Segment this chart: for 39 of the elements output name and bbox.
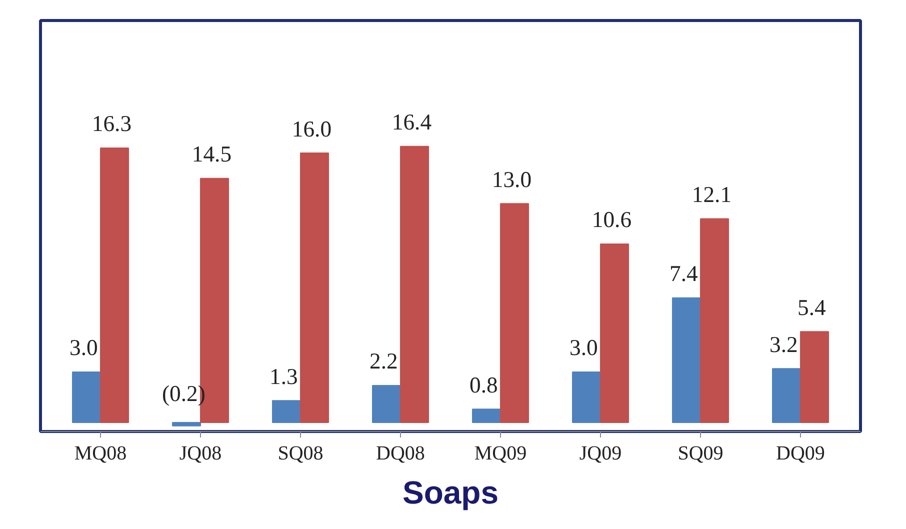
bar (772, 368, 801, 424)
data-label: 3.0 (70, 335, 98, 360)
bar (600, 244, 629, 424)
bar (172, 422, 201, 426)
bar (372, 384, 401, 424)
x-tick-label: MQ09 (474, 442, 527, 464)
data-label: 3.0 (570, 335, 598, 360)
bar (500, 203, 529, 424)
bar (272, 400, 301, 424)
x-tick-label: DQ08 (376, 442, 425, 464)
data-label: 10.6 (592, 207, 632, 232)
data-label: 2.2 (370, 348, 398, 374)
data-label: 0.8 (470, 372, 498, 398)
data-label: 16.3 (92, 111, 132, 136)
data-label: 7.4 (670, 261, 698, 286)
bar (472, 408, 501, 424)
bar (572, 372, 601, 424)
bar (72, 372, 101, 424)
data-label: 14.5 (192, 142, 232, 167)
data-label: 16.0 (292, 116, 332, 142)
x-tick-label: JQ09 (579, 442, 622, 464)
data-label: 3.2 (770, 332, 798, 357)
data-label: 16.4 (392, 110, 432, 135)
data-label: 1.3 (270, 364, 298, 389)
bar (300, 152, 329, 424)
x-tick-label: MQ08 (74, 442, 127, 464)
bar (672, 297, 701, 424)
data-label: 13.0 (492, 166, 532, 192)
data-label: 5.4 (798, 294, 826, 320)
bar (400, 146, 429, 424)
text: Soaps (402, 474, 499, 510)
x-tick-label: SQ08 (278, 442, 324, 464)
x-tick-label: JQ08 (179, 442, 222, 464)
bar (800, 331, 829, 424)
bar (100, 148, 129, 424)
x-tick-label: SQ09 (678, 442, 724, 464)
bar (700, 218, 729, 424)
x-tick-label: DQ09 (776, 442, 825, 464)
data-label: 12.1 (692, 182, 732, 207)
